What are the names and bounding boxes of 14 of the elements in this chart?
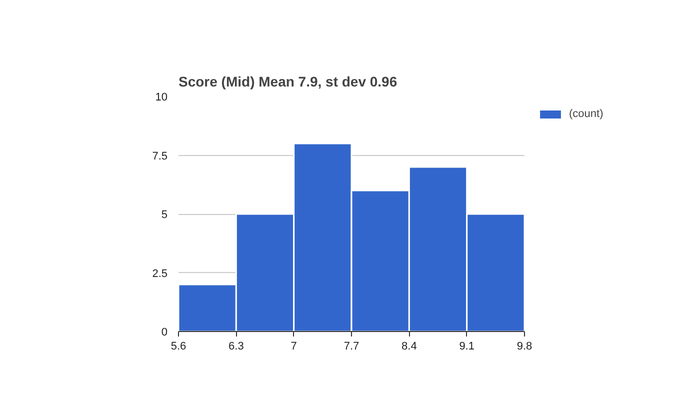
x-tick-label: 7 <box>290 340 297 352</box>
legend-label: (count) <box>569 108 604 120</box>
x-tick-label: 9.1 <box>459 340 474 352</box>
x-tick-label: 5.6 <box>170 340 186 352</box>
y-tick-label: 7.5 <box>152 150 168 162</box>
x-tick-label: 7.7 <box>344 340 360 352</box>
x-tick-label: 8.4 <box>402 340 417 352</box>
y-tick-label: 5 <box>161 209 168 221</box>
y-tick-label: 10 <box>155 92 168 104</box>
y-tick-label: 2.5 <box>152 268 168 280</box>
y-tick-label: 0 <box>161 326 168 338</box>
x-tick-label: 6.3 <box>228 340 244 352</box>
x-tick-label: 9.8 <box>516 340 532 352</box>
chart-title: Score (Mid) Mean 7.9, st dev 0.96 <box>178 74 398 90</box>
